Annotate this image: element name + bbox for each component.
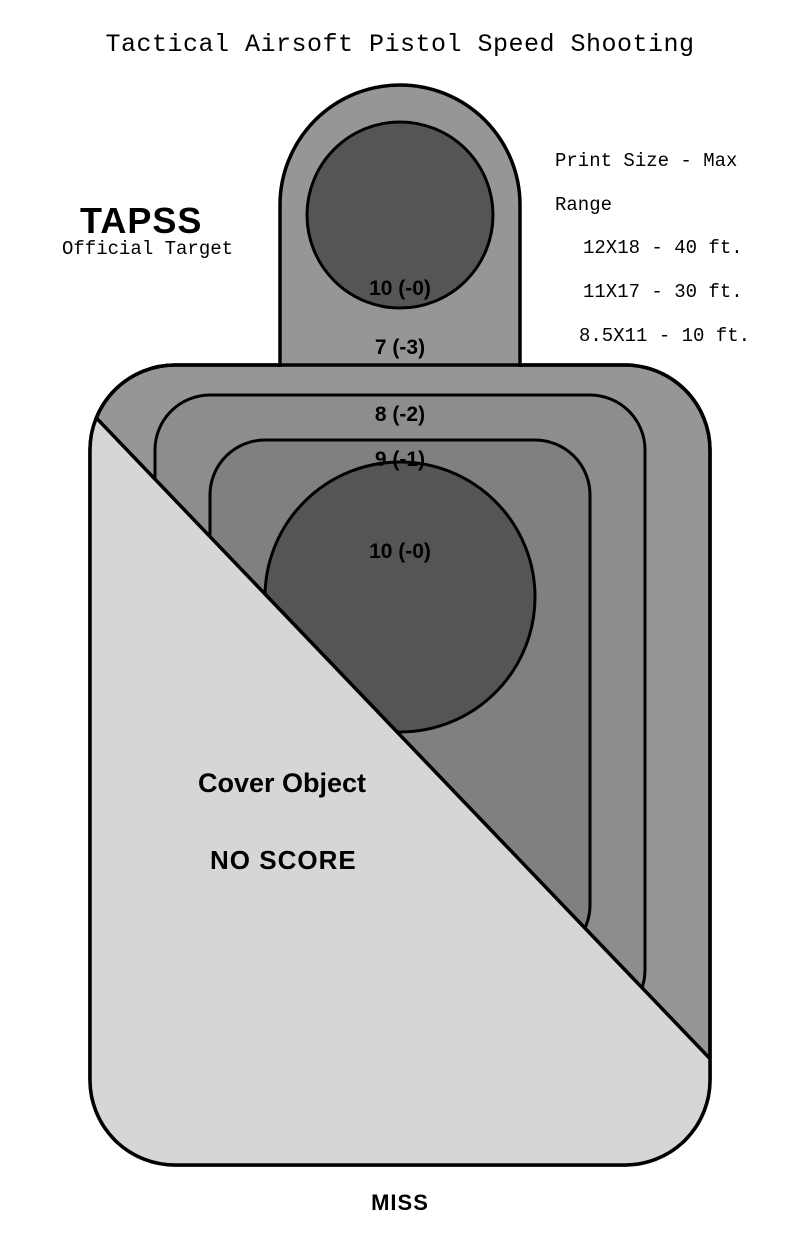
target-svg bbox=[0, 0, 800, 1236]
cover-object-noscore: NO SCORE bbox=[210, 845, 357, 876]
label-zone-9: 9 (-1) bbox=[340, 448, 460, 472]
label-head-10: 10 (-0) bbox=[340, 277, 460, 301]
miss-label: MISS bbox=[0, 1190, 800, 1216]
label-body-10: 10 (-0) bbox=[340, 540, 460, 564]
label-zone-8: 8 (-2) bbox=[340, 403, 460, 427]
target-diagram: Tactical Airsoft Pistol Speed Shooting T… bbox=[0, 0, 800, 1236]
cover-object-title: Cover Object bbox=[198, 768, 366, 799]
label-zone-7: 7 (-3) bbox=[340, 336, 460, 360]
